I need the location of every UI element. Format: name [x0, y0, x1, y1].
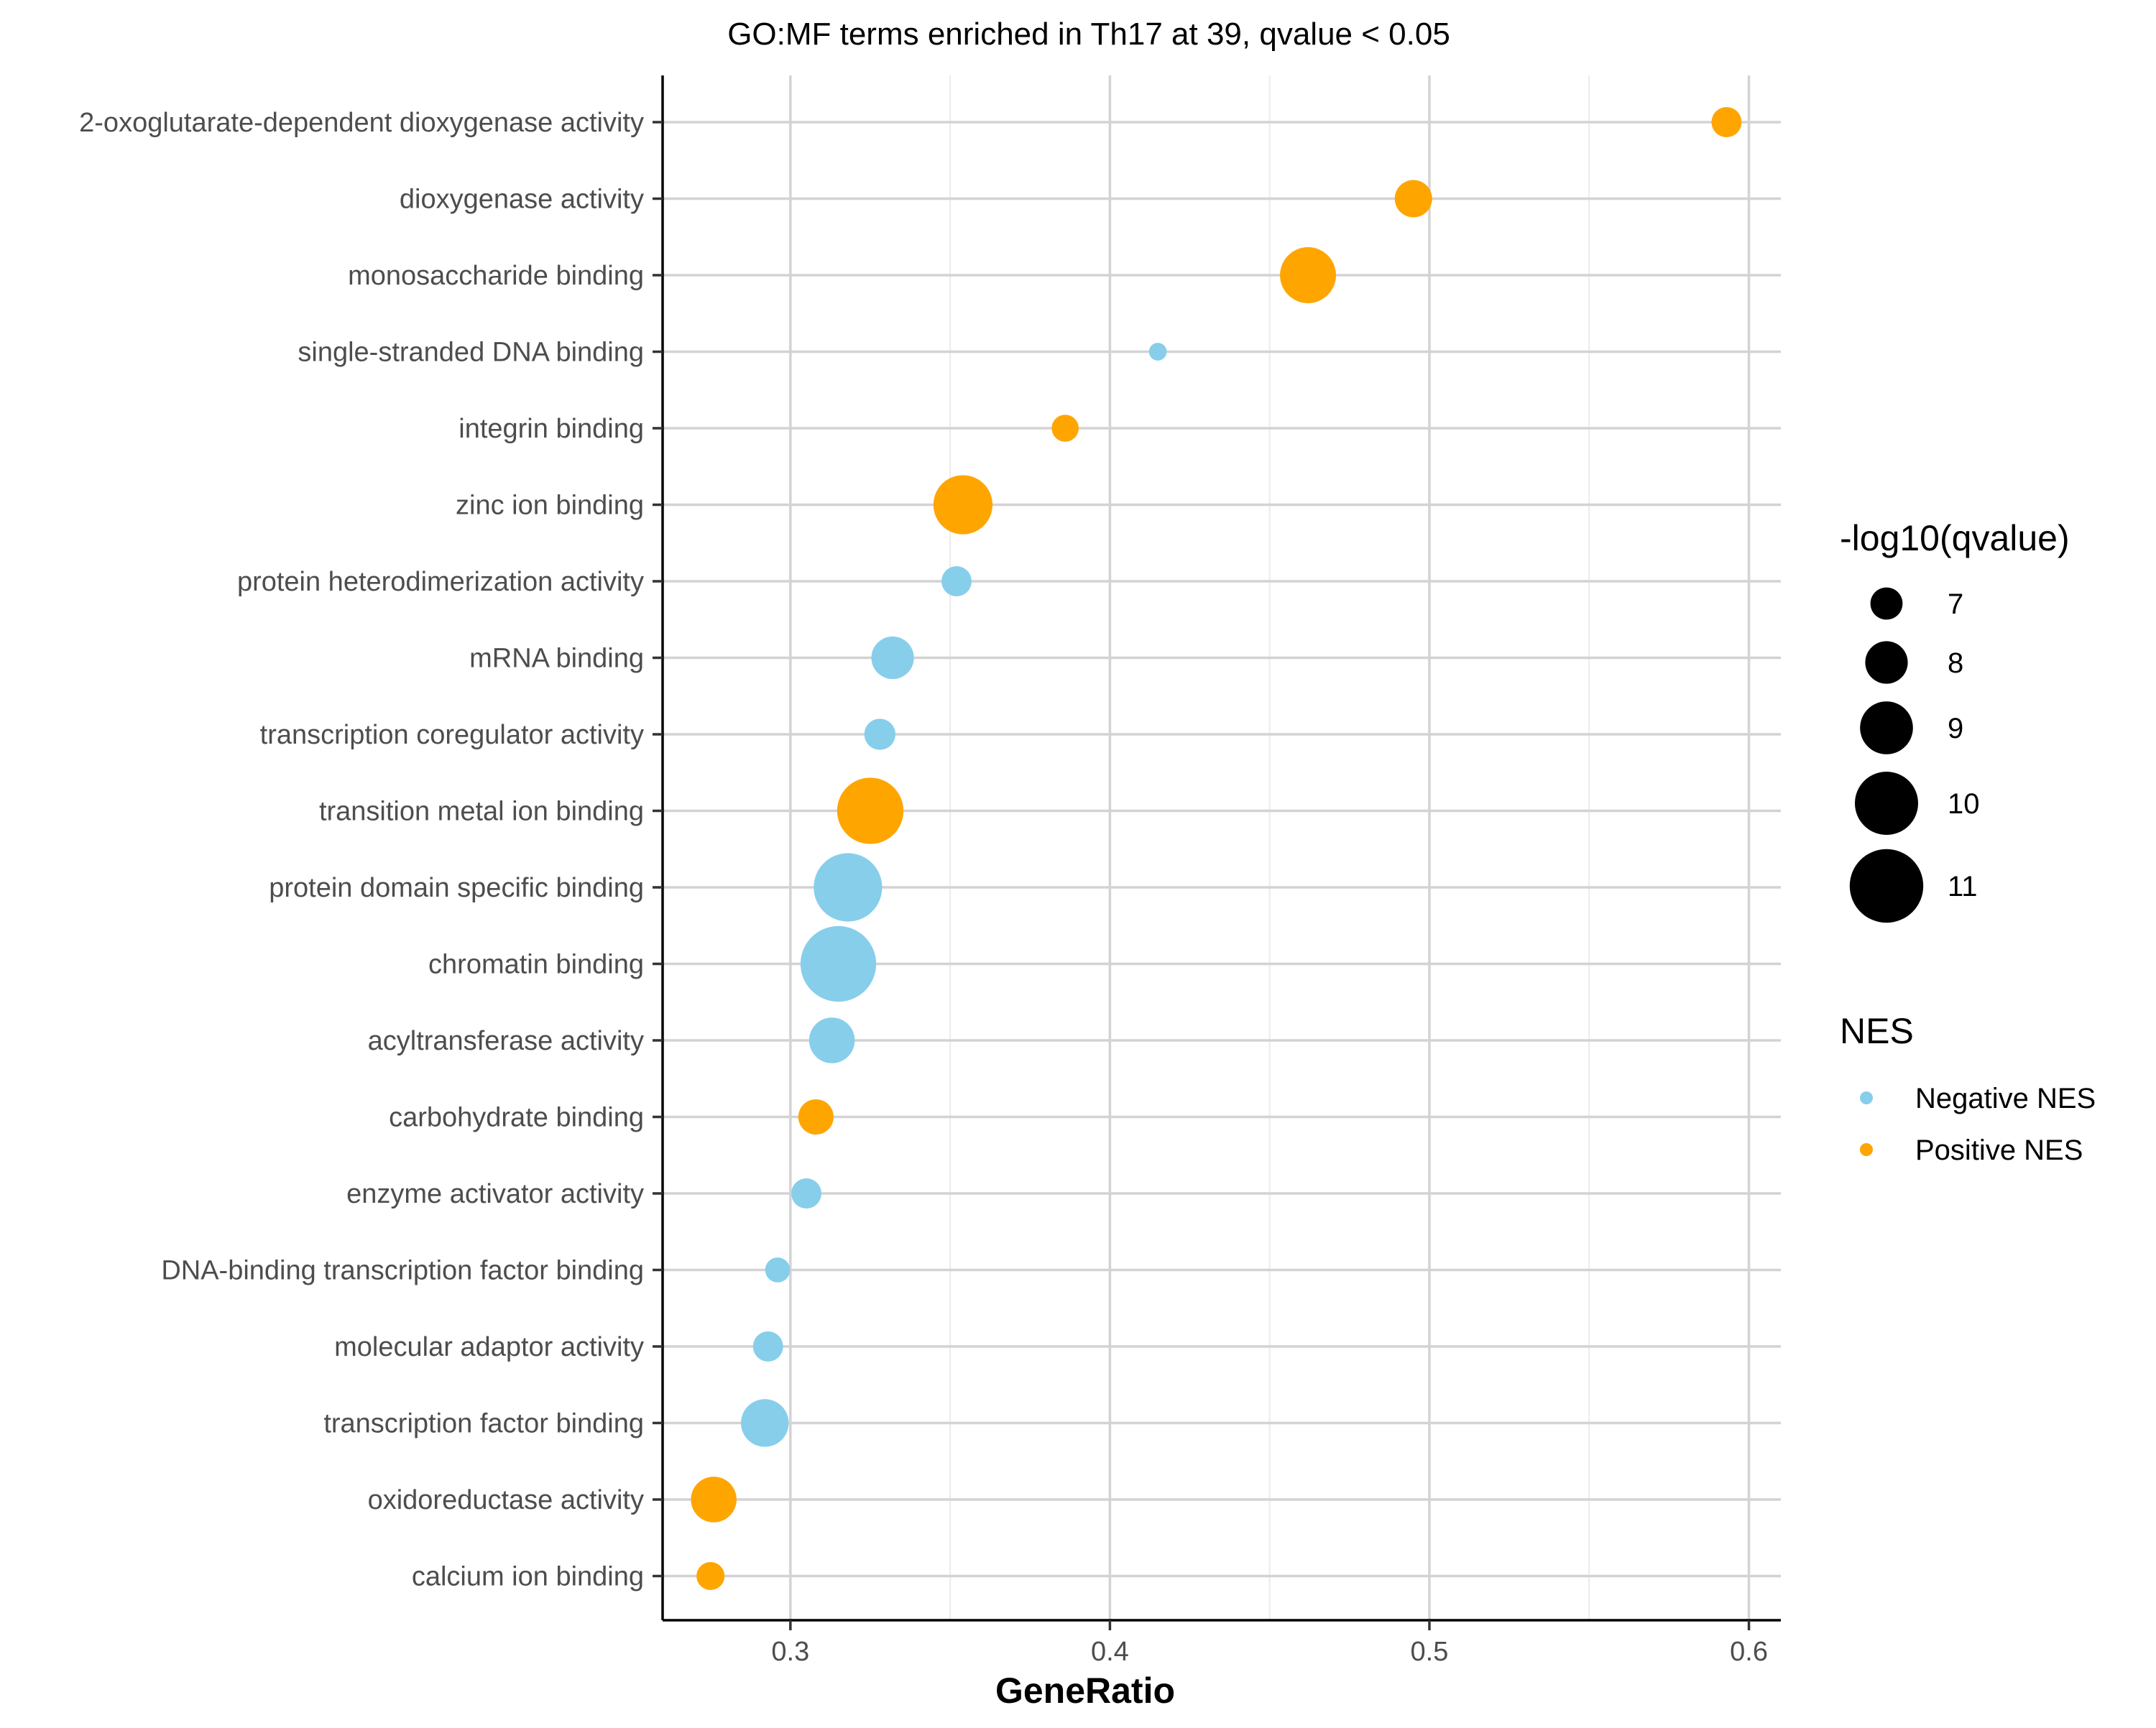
x-tick-label: 0.5: [1411, 1637, 1449, 1667]
legend-size-key: [1855, 772, 1918, 835]
data-point: [696, 1561, 725, 1591]
y-tick-label: integrin binding: [459, 414, 644, 444]
legend-size-label: 7: [1948, 588, 1963, 620]
data-point: [1148, 343, 1167, 361]
legend-nes-key: [1860, 1143, 1873, 1156]
data-point: [1711, 107, 1742, 137]
data-point: [808, 1017, 855, 1063]
y-tick-label: transcription factor binding: [323, 1409, 644, 1439]
y-tick-label: dioxygenase activity: [400, 185, 644, 215]
y-axis-labels: 2-oxoglutarate-dependent dioxygenase act…: [79, 108, 644, 1592]
y-tick-label: single-stranded DNA binding: [298, 338, 644, 368]
data-point: [864, 719, 895, 750]
axis-layer: [653, 75, 1781, 1630]
legend-size-label: 8: [1948, 647, 1963, 679]
x-axis-title: GeneRatio: [995, 1671, 1175, 1711]
point-layer: [691, 107, 1742, 1591]
x-tick-label: 0.3: [771, 1637, 809, 1667]
y-tick-label: molecular adaptor activity: [334, 1332, 644, 1362]
y-tick-label: oxidoreductase activity: [368, 1485, 644, 1515]
y-tick-label: acyltransferase activity: [368, 1026, 644, 1056]
legend-size-key: [1870, 587, 1903, 620]
data-point: [1280, 247, 1336, 303]
data-point: [741, 1399, 789, 1447]
data-point: [691, 1477, 737, 1523]
y-tick-label: transcription coregulator activity: [260, 720, 644, 750]
y-tick-label: mRNA binding: [469, 644, 644, 674]
y-tick-label: chromatin binding: [428, 950, 644, 980]
data-point: [791, 1178, 822, 1209]
legend-size-label: 11: [1948, 871, 1978, 902]
legend-size: -log10(qvalue) 7 8 9 10 11: [1840, 518, 2070, 923]
legend-nes: NES Negative NES Positive NES: [1840, 1011, 2096, 1166]
x-axis-ticks: 0.3 0.4 0.5 0.6: [771, 1637, 1768, 1667]
y-tick-label: carbohydrate binding: [389, 1103, 644, 1133]
legend-nes-label: Negative NES: [1915, 1083, 2096, 1114]
legend-nes-label: Positive NES: [1915, 1135, 2083, 1166]
data-point: [814, 853, 883, 922]
data-point: [941, 566, 972, 596]
y-tick-label: 2-oxoglutarate-dependent dioxygenase act…: [79, 108, 644, 138]
data-point: [871, 636, 914, 680]
y-tick-label: protein heterodimerization activity: [237, 567, 644, 597]
data-point: [1051, 415, 1079, 442]
legend-size-key: [1849, 849, 1924, 923]
y-tick-label: DNA-binding transcription factor binding: [161, 1256, 644, 1286]
data-point: [837, 777, 904, 844]
grid-layer: [663, 75, 1781, 1620]
y-tick-label: protein domain specific binding: [269, 873, 644, 903]
data-point: [800, 925, 877, 1002]
y-tick-label: enzyme activator activity: [346, 1179, 644, 1209]
y-tick-label: calcium ion binding: [412, 1562, 644, 1592]
legend-size-label: 10: [1948, 788, 1980, 820]
y-tick-label: transition metal ion binding: [319, 797, 644, 827]
legend-nes-key: [1860, 1091, 1873, 1104]
legend-size-title: -log10(qvalue): [1840, 518, 2070, 558]
legend-nes-title: NES: [1840, 1011, 1914, 1051]
x-tick-label: 0.6: [1730, 1637, 1768, 1667]
legend-size-key: [1865, 641, 1908, 684]
legend-size-label: 9: [1948, 713, 1963, 744]
data-point: [933, 475, 993, 535]
data-point: [1394, 180, 1432, 218]
data-point: [798, 1099, 834, 1135]
y-tick-label: monosaccharide binding: [348, 261, 644, 291]
chart-title: GO:MF terms enriched in Th17 at 39, qval…: [727, 17, 1450, 52]
x-tick-label: 0.4: [1091, 1637, 1129, 1667]
legend-size-key: [1860, 701, 1913, 754]
y-tick-label: zinc ion binding: [456, 491, 644, 521]
data-point: [752, 1331, 783, 1362]
data-point: [765, 1257, 791, 1283]
